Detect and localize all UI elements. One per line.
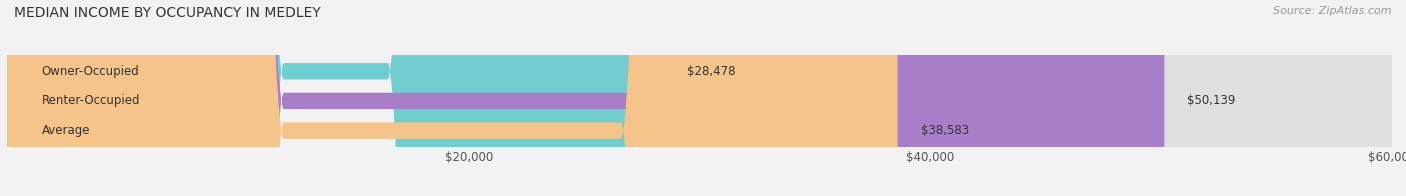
FancyBboxPatch shape [7, 0, 665, 196]
FancyBboxPatch shape [7, 0, 897, 196]
FancyBboxPatch shape [7, 0, 1392, 196]
FancyBboxPatch shape [7, 0, 1164, 196]
Text: MEDIAN INCOME BY OCCUPANCY IN MEDLEY: MEDIAN INCOME BY OCCUPANCY IN MEDLEY [14, 6, 321, 20]
Text: Source: ZipAtlas.com: Source: ZipAtlas.com [1274, 6, 1392, 16]
FancyBboxPatch shape [7, 0, 1392, 196]
FancyBboxPatch shape [7, 0, 1392, 196]
Text: Owner-Occupied: Owner-Occupied [42, 65, 139, 78]
Text: $50,139: $50,139 [1188, 94, 1236, 107]
Text: $28,478: $28,478 [688, 65, 735, 78]
Text: Renter-Occupied: Renter-Occupied [42, 94, 141, 107]
Text: $38,583: $38,583 [921, 124, 969, 137]
Text: Average: Average [42, 124, 90, 137]
